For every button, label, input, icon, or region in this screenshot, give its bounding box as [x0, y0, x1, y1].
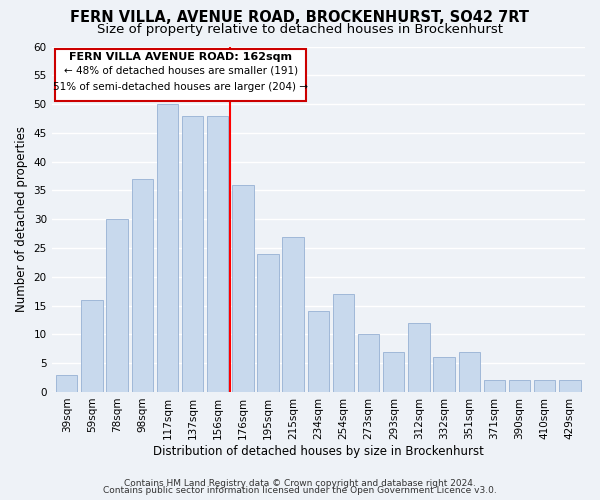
Bar [81, 300, 103, 392]
Text: Size of property relative to detached houses in Brockenhurst: Size of property relative to detached ho… [97, 22, 503, 36]
Text: FERN VILLA, AVENUE ROAD, BROCKENHURST, SO42 7RT: FERN VILLA, AVENUE ROAD, BROCKENHURST, S… [71, 10, 530, 25]
Bar [56, 374, 77, 392]
Bar [458, 352, 480, 392]
Text: Contains public sector information licensed under the Open Government Licence v3: Contains public sector information licen… [103, 486, 497, 495]
Bar [484, 380, 505, 392]
FancyBboxPatch shape [55, 50, 306, 101]
Bar [308, 312, 329, 392]
Text: ← 48% of detached houses are smaller (191): ← 48% of detached houses are smaller (19… [64, 66, 298, 76]
Bar [182, 116, 203, 392]
Text: 51% of semi-detached houses are larger (204) →: 51% of semi-detached houses are larger (… [53, 82, 308, 92]
Bar [559, 380, 581, 392]
Bar [157, 104, 178, 392]
Bar [534, 380, 556, 392]
Y-axis label: Number of detached properties: Number of detached properties [15, 126, 28, 312]
Bar [106, 219, 128, 392]
Bar [509, 380, 530, 392]
Bar [433, 358, 455, 392]
Bar [383, 352, 404, 392]
Bar [408, 323, 430, 392]
Text: Contains HM Land Registry data © Crown copyright and database right 2024.: Contains HM Land Registry data © Crown c… [124, 478, 476, 488]
Bar [207, 116, 229, 392]
Bar [283, 236, 304, 392]
Text: FERN VILLA AVENUE ROAD: 162sqm: FERN VILLA AVENUE ROAD: 162sqm [69, 52, 292, 62]
Bar [257, 254, 279, 392]
Bar [232, 184, 254, 392]
X-axis label: Distribution of detached houses by size in Brockenhurst: Distribution of detached houses by size … [153, 444, 484, 458]
Bar [333, 294, 354, 392]
Bar [131, 179, 153, 392]
Bar [358, 334, 379, 392]
